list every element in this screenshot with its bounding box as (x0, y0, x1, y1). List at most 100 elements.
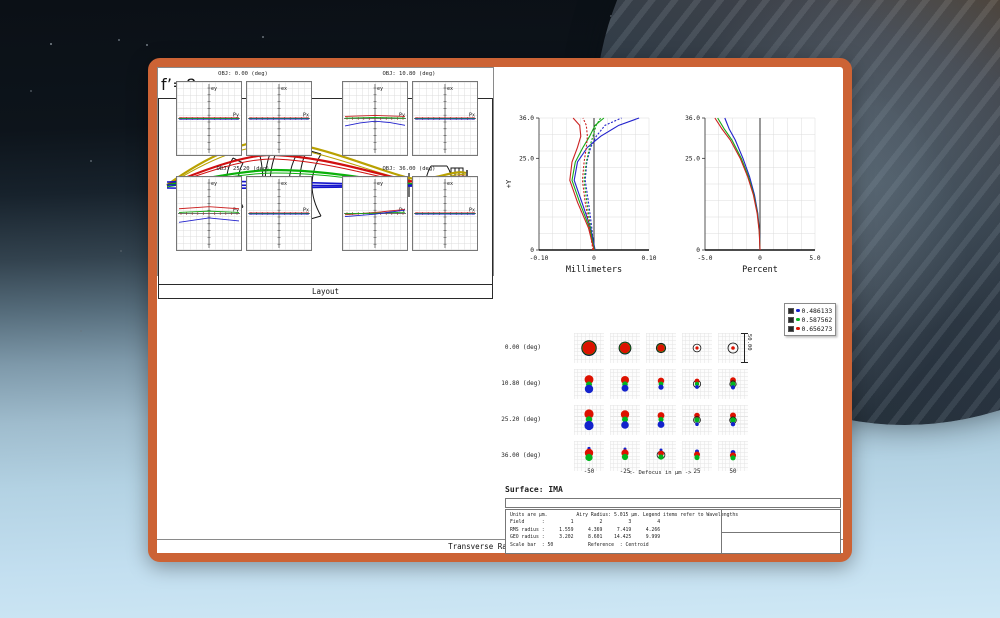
svg-text:Py: Py (233, 208, 239, 214)
spot-cell (610, 441, 640, 471)
legend-square-icon (788, 316, 794, 323)
layout-caption: Layout (159, 284, 492, 298)
distortion-plot: 36.0 25.0 0 -5.0 0 5.0 Percent (675, 108, 825, 283)
ray-fan-subplot-right: ex Px (246, 81, 312, 156)
stars-decoration (50, 43, 52, 45)
legend-color-dot (796, 326, 800, 331)
ray-fan-group: OBJ: 25.20 (deg) ey Py ex Px (176, 166, 312, 258)
spot-cell (574, 405, 604, 435)
legend-square-icon (788, 325, 794, 332)
spot-cell (682, 441, 712, 471)
svg-text:ey: ey (211, 181, 217, 187)
ray-fan-subplot-left: ey Py (176, 81, 242, 156)
legend-entry: 0.587562 (788, 315, 832, 324)
svg-text:5.0: 5.0 (809, 255, 820, 262)
spot-cell (646, 405, 676, 435)
svg-text:Millimeters: Millimeters (566, 265, 622, 275)
spot-row-label: 0.00 (deg) (504, 344, 541, 351)
wavelength-legend: 0.486133 0.587562 0.656273 (784, 303, 837, 336)
ray-fan-group-title: OBJ: 0.00 (deg) (218, 71, 268, 77)
svg-text:-0.10: -0.10 (530, 255, 549, 262)
legend-color-dot (796, 308, 800, 313)
svg-text:ex: ex (281, 86, 287, 92)
ray-fan-group: OBJ: 0.00 (deg) ey Py ex Px (176, 71, 312, 163)
ray-fan-group-title: OBJ: 36.00 (deg) (382, 166, 436, 172)
svg-text:-5.0: -5.0 (698, 255, 713, 262)
spot-col-label: 25 (693, 469, 701, 475)
spot-scale-label: 50.00 (746, 334, 752, 351)
surface-label: Surface: IMA (505, 485, 563, 494)
spot-cell (682, 369, 712, 399)
summary-cell-divider (722, 532, 840, 533)
spot-column-labels: -50 -25 25 50 (574, 469, 748, 479)
spot-cell (646, 441, 676, 471)
field-curvature-plot: +Y 36.0 25.0 0 -0.10 0 0.10 Millimeters (505, 108, 659, 283)
spot-cell (610, 333, 640, 363)
svg-text:ey: ey (377, 181, 383, 187)
ray-fan-figure: OBJ: 0.00 (deg) ey Py ex Px OBJ: 10.80 (deg) e… (157, 67, 843, 553)
ray-fan-subplot-left: ey Py (176, 176, 242, 251)
legend-color-dot (796, 317, 800, 322)
spot-cell (610, 369, 640, 399)
spot-col-label: 50 (729, 469, 737, 475)
optical-analysis-panel: f’=8mm (148, 58, 852, 562)
spot-cell (574, 441, 604, 471)
spot-row-label: 10.80 (deg) (501, 380, 541, 387)
spot-cell (574, 333, 604, 363)
spot-cell (718, 405, 748, 435)
ray-fan-subplot-right: ex Px (412, 176, 478, 251)
spot-cell (646, 369, 676, 399)
svg-text:Px: Px (303, 113, 309, 119)
svg-text:0: 0 (592, 255, 596, 262)
spot-cell (682, 333, 712, 363)
spot-cell (718, 333, 748, 363)
spot-cell (718, 369, 748, 399)
ray-fan-subplot-left: ey Py (342, 81, 408, 156)
spot-cell (646, 333, 676, 363)
spot-cell (610, 405, 640, 435)
svg-text:25.0: 25.0 (685, 155, 700, 162)
defocus-axis-label: <- Defocus in µm -> (628, 470, 692, 476)
ray-fan-group-title: OBJ: 25.20 (deg) (216, 166, 270, 172)
svg-text:ex: ex (447, 181, 453, 187)
layout-caption-label: Layout (311, 287, 340, 296)
svg-text:Py: Py (399, 113, 405, 119)
svg-text:ex: ex (447, 86, 453, 92)
legend-wavelength: 0.656273 (801, 324, 833, 333)
svg-text:0: 0 (758, 255, 762, 262)
svg-text:ex: ex (281, 181, 287, 187)
ray-fan-group: OBJ: 10.80 (deg) ey Py ex Px (342, 71, 478, 163)
svg-text:36.0: 36.0 (685, 115, 700, 122)
svg-text:0: 0 (530, 247, 534, 254)
spot-col-label: -50 (583, 469, 595, 475)
svg-text:ey: ey (377, 86, 383, 92)
summary-table: Units are µm. Airy Radius: 5.015 µm. Leg… (505, 509, 841, 554)
svg-text:36.0: 36.0 (519, 115, 534, 122)
svg-text:0.10: 0.10 (642, 255, 657, 262)
ray-fan-group: OBJ: 36.00 (deg) ey Py ex Px (342, 166, 478, 258)
spot-row-labels: 0.00 (deg) 10.80 (deg) 25.20 (deg) 36.00 (d… (487, 333, 541, 471)
svg-text:0: 0 (696, 247, 700, 254)
ray-fan-subplot-left: ey Py (342, 176, 408, 251)
spot-cell (682, 405, 712, 435)
legend-entry: 0.656273 (788, 324, 832, 333)
svg-text:25.0: 25.0 (519, 155, 534, 162)
svg-text:Px: Px (469, 208, 475, 214)
summary-right-cells (721, 510, 840, 553)
ray-fan-caption-label: Transverse Ray Fan Plot (448, 542, 552, 551)
panel-content: f’=8mm (157, 67, 843, 554)
spot-col-label: -25 (619, 469, 631, 475)
legend-square-icon (788, 307, 794, 314)
svg-text:Py: Py (233, 113, 239, 119)
svg-text:ey: ey (211, 86, 217, 92)
svg-text:Percent: Percent (742, 265, 778, 275)
spot-cell (574, 369, 604, 399)
ray-fan-subplot-right: ex Px (412, 81, 478, 156)
spot-row-label: 25.20 (deg) (501, 416, 541, 423)
svg-text:Px: Px (303, 208, 309, 214)
legend-wavelength: 0.587562 (801, 315, 833, 324)
spot-diagram-grid (574, 333, 748, 471)
legend-entry: 0.486133 (788, 306, 832, 315)
summary-table-text: Units are µm. Airy Radius: 5.015 µm. Leg… (510, 513, 739, 548)
